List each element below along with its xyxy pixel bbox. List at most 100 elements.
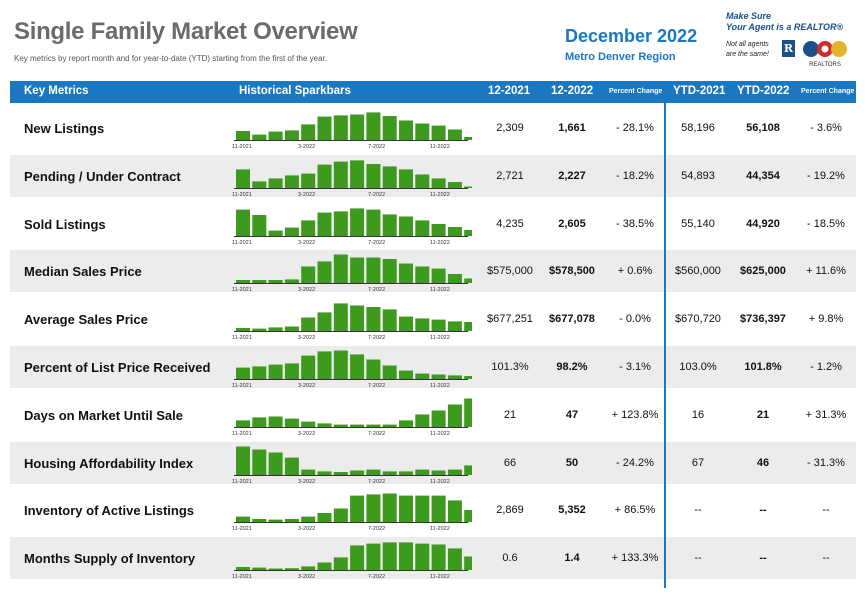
value-ytd-2022: 44,920 <box>746 218 780 230</box>
ytd-percent-change: -- <box>822 552 830 564</box>
sparkbar-axis-label: 7-2022 <box>368 287 385 292</box>
sparkbar-axis-label: 3-2022 <box>298 240 315 245</box>
sparkbar-axis-label: 7-2022 <box>368 526 385 531</box>
sparkbar <box>366 209 381 236</box>
ytd-percent-change: - 1.2% <box>810 361 842 373</box>
sparkbar-axis-label: 3-2022 <box>298 526 315 531</box>
sparkbar <box>236 446 250 475</box>
sparkbar <box>366 424 381 427</box>
value-12-2021: 4,235 <box>496 218 524 230</box>
report-period: December 2022 <box>565 26 698 46</box>
ytd-percent-change: + 31.3% <box>805 409 847 421</box>
sparkbar-axis-label: 11-2022 <box>430 526 450 531</box>
sparkbar <box>268 327 283 331</box>
sparkbar <box>415 373 430 379</box>
metric-name: Inventory of Active Listings <box>24 503 194 518</box>
badge-line-4: are the same! <box>726 51 769 58</box>
sparkbar <box>366 112 381 140</box>
sparkbar-chart: 11-2021 3-2022 7-2022 11-2022 <box>232 493 472 531</box>
row-background <box>10 346 856 388</box>
sparkbar <box>350 160 365 188</box>
sparkbar <box>447 404 462 427</box>
value-12-2021: 21 <box>503 409 517 421</box>
metric-name: Days on Market Until Sale <box>24 408 183 423</box>
sparkbar <box>333 350 348 379</box>
sparkbar <box>382 214 397 236</box>
sparkbar <box>415 495 430 522</box>
sparkbar <box>464 465 472 475</box>
sparkbar <box>252 449 267 475</box>
sparkbar <box>284 279 299 283</box>
ytd-percent-change: - 31.3% <box>807 457 845 469</box>
sparkbar <box>399 420 413 427</box>
sparkbar <box>301 421 316 427</box>
sparkbar <box>447 469 462 475</box>
sparkbar-axis-label: 7-2022 <box>368 192 385 197</box>
percent-change: + 0.6% <box>617 265 653 277</box>
sparkbar <box>350 208 365 236</box>
sparkbar <box>284 130 299 140</box>
value-12-2022: $677,078 <box>549 313 595 325</box>
sparkbar-axis-label: 11-2022 <box>430 335 450 340</box>
sparkbar <box>366 469 381 475</box>
badge-line-1: Make Sure <box>726 11 772 21</box>
ytd-percent-change: + 9.8% <box>808 313 844 325</box>
sparkbar <box>431 495 446 522</box>
value-ytd-2022: 44,354 <box>746 170 780 182</box>
sparkbar-chart: 11-2021 3-2022 7-2022 11-2022 <box>232 112 472 149</box>
sparkbar-axis-label: 11-2022 <box>430 479 450 484</box>
sparkbar <box>350 470 365 475</box>
sparkbar <box>236 567 250 570</box>
sparkbar <box>431 224 446 236</box>
sparkbar-axis-label: 3-2022 <box>298 431 315 436</box>
value-ytd-2021: 54,893 <box>681 170 715 182</box>
sparkbar <box>382 166 397 188</box>
value-ytd-2021: $670,720 <box>675 313 721 325</box>
sparkbar <box>333 254 348 283</box>
sparkbar <box>317 261 332 283</box>
sparkbar <box>317 513 332 522</box>
sparkbar <box>317 312 332 331</box>
sparkbar-axis-label: 11-2021 <box>232 287 252 292</box>
sparkbar-axis-label: 11-2021 <box>232 335 252 340</box>
sparkbar <box>284 568 299 570</box>
value-ytd-2021: 16 <box>691 409 705 421</box>
sparkbar-axis-label: 11-2021 <box>232 383 252 388</box>
sparkbar-axis-label: 11-2022 <box>430 431 450 436</box>
sparkbar <box>252 134 267 140</box>
sparkbar <box>399 471 413 475</box>
sparkbar <box>252 417 267 427</box>
metric-name: Months Supply of Inventory <box>24 551 196 566</box>
value-12-2021: 101.3% <box>491 361 529 373</box>
sparkbar <box>399 316 413 331</box>
sparkbar <box>268 364 283 379</box>
sparkbar-axis-label: 7-2022 <box>368 335 385 340</box>
page-subtitle: Key metrics by report month and for year… <box>14 54 328 63</box>
sparkbar <box>464 556 472 570</box>
ytd-percent-change: - 3.6% <box>810 122 842 134</box>
value-12-2022: 2,227 <box>558 170 586 182</box>
percent-change: + 133.3% <box>611 552 659 564</box>
sparkbar <box>464 278 472 283</box>
sparkbar <box>236 131 250 140</box>
sparkbar <box>464 398 472 427</box>
sparkbar <box>431 125 446 140</box>
table-header: Key Metrics Historical Sparkbars 12-2021… <box>10 81 856 103</box>
sparkbar <box>317 562 332 570</box>
value-12-2022: 1,661 <box>558 122 586 134</box>
ytd-percent-change: + 11.6% <box>806 265 846 277</box>
sparkbar <box>382 259 397 283</box>
sparkbar-chart: 11-2021 3-2022 7-2022 11-2022 <box>232 160 472 197</box>
sparkbar <box>350 424 365 427</box>
sparkbar-axis-label: 3-2022 <box>298 335 315 340</box>
sparkbar-axis-label: 11-2021 <box>232 240 252 245</box>
sparkbar <box>447 182 462 188</box>
sparkbar <box>333 557 348 570</box>
page-title: Single Family Market Overview <box>14 18 358 45</box>
value-ytd-2022: 56,108 <box>746 122 780 134</box>
sparkbar <box>268 230 283 236</box>
sparkbar <box>464 510 472 522</box>
sparkbar <box>252 328 267 331</box>
sparkbar <box>399 495 413 522</box>
sparkbar <box>350 257 365 283</box>
